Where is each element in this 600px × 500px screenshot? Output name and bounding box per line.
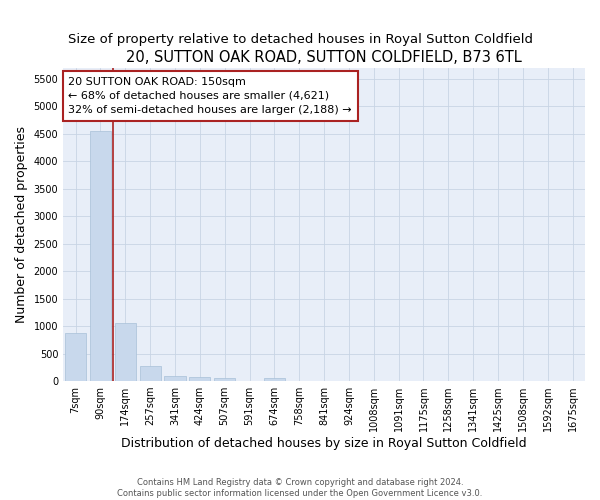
- Text: Size of property relative to detached houses in Royal Sutton Coldfield: Size of property relative to detached ho…: [67, 32, 533, 46]
- Text: Contains HM Land Registry data © Crown copyright and database right 2024.
Contai: Contains HM Land Registry data © Crown c…: [118, 478, 482, 498]
- Y-axis label: Number of detached properties: Number of detached properties: [15, 126, 28, 323]
- Title: 20, SUTTON OAK ROAD, SUTTON COLDFIELD, B73 6TL: 20, SUTTON OAK ROAD, SUTTON COLDFIELD, B…: [126, 50, 522, 65]
- X-axis label: Distribution of detached houses by size in Royal Sutton Coldfield: Distribution of detached houses by size …: [121, 437, 527, 450]
- Text: 20 SUTTON OAK ROAD: 150sqm
← 68% of detached houses are smaller (4,621)
32% of s: 20 SUTTON OAK ROAD: 150sqm ← 68% of deta…: [68, 77, 352, 115]
- Bar: [65, 332, 86, 381]
- Bar: [214, 378, 235, 381]
- Bar: [115, 323, 136, 381]
- Bar: [264, 378, 285, 381]
- Bar: [140, 366, 161, 381]
- Bar: [164, 376, 185, 381]
- Bar: [189, 377, 211, 381]
- Bar: [90, 131, 111, 381]
